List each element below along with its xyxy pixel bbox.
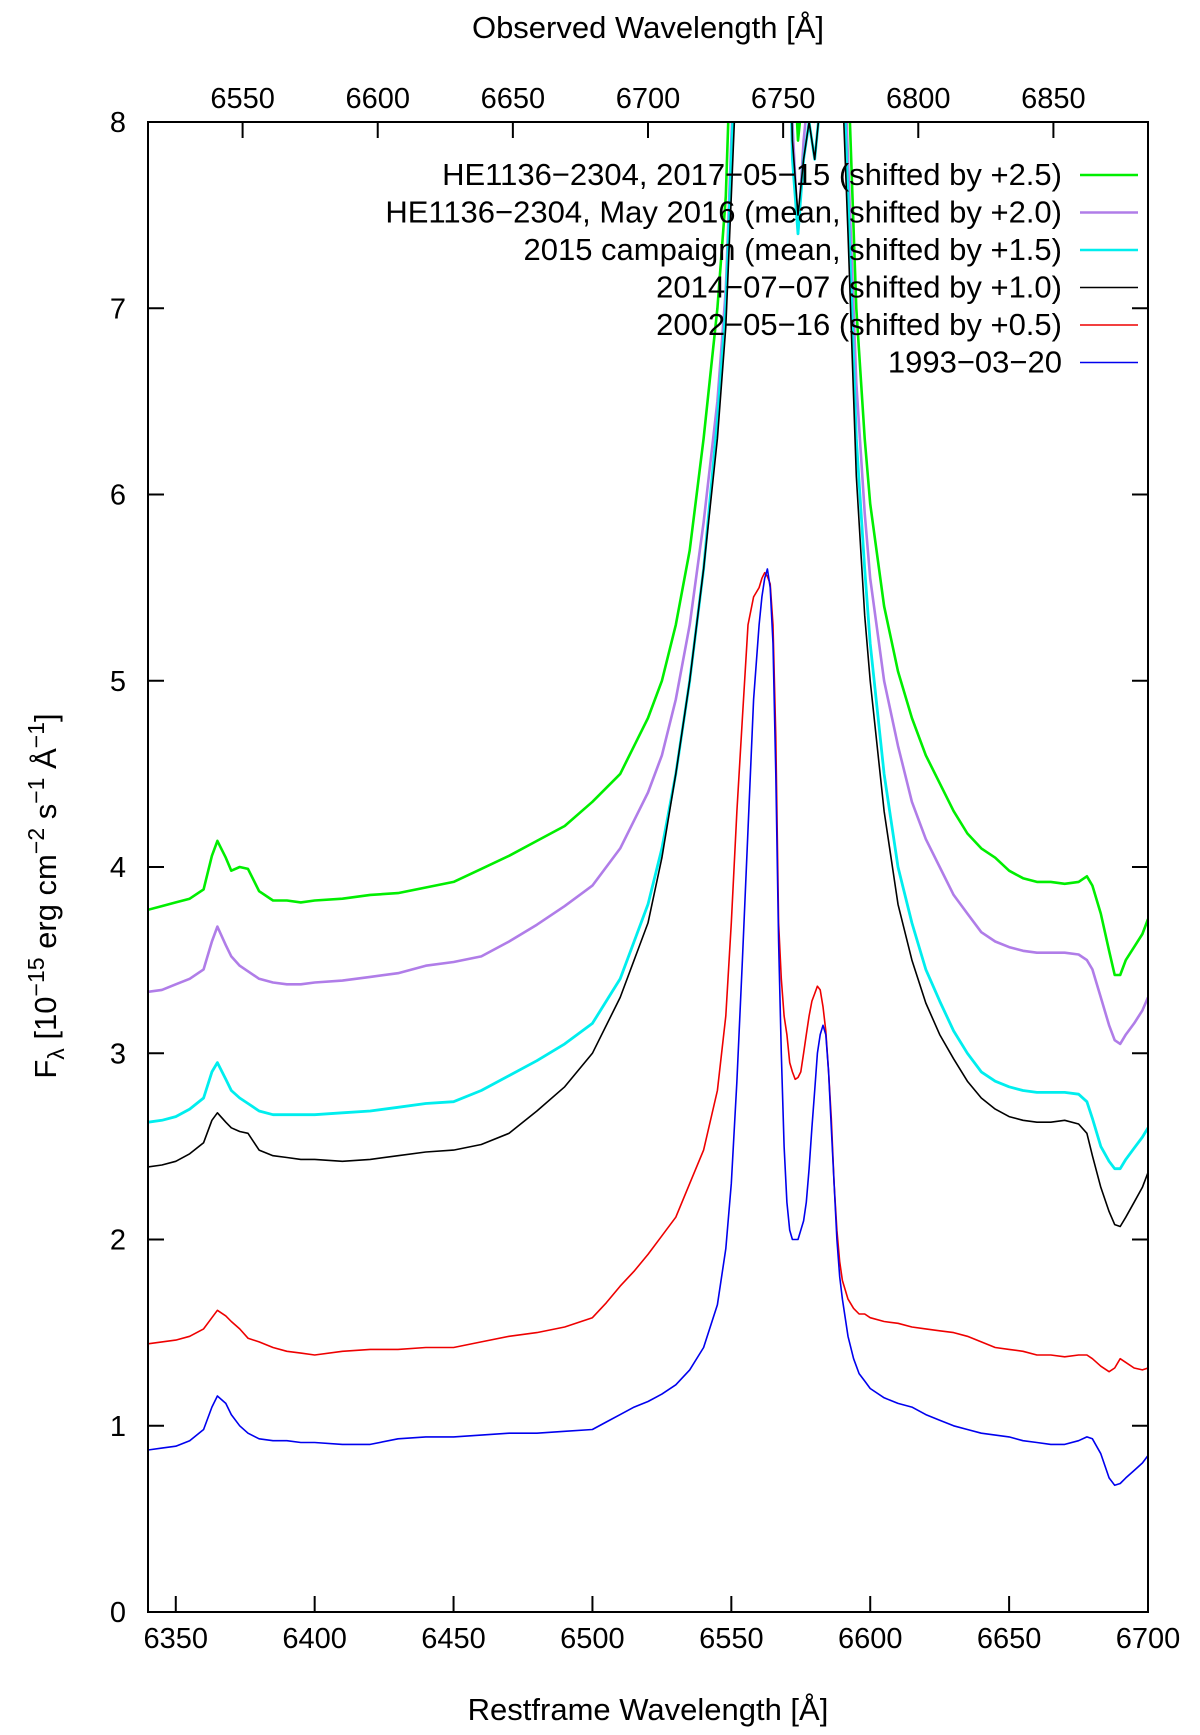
y-tick-label: 6 <box>110 480 126 512</box>
y-tick-label: 2 <box>110 1225 126 1257</box>
x-tick-label: 6400 <box>282 1623 347 1655</box>
y-title-exp-1: −15 <box>23 957 49 996</box>
y-tick-label: 8 <box>110 107 126 139</box>
y-title-exp-2: −2 <box>23 828 49 854</box>
bottom-axis-title: Restframe Wavelength [Å] <box>468 1692 829 1727</box>
y-title-subscript: λ <box>43 1048 69 1060</box>
top-axis-title: Observed Wavelength [Å] <box>472 10 824 45</box>
y-tick-label: 3 <box>110 1038 126 1070</box>
legend-label-4: 2014−07−07 (shifted by +1.0) <box>656 270 1062 305</box>
series-line-2 <box>148 122 1148 1046</box>
series-line-4 <box>148 122 1148 1228</box>
series-line-6 <box>148 568 1148 1487</box>
legend: HE1136−2304, 2017−05−15 (shifted by +2.5… <box>385 157 1138 380</box>
legend-label-6: 1993−03−20 <box>888 345 1062 380</box>
y-title-unit-mid-3: Å <box>28 748 63 778</box>
y-title-exp-4: −1 <box>23 722 49 748</box>
y-tick-label: 1 <box>110 1411 126 1443</box>
y-title-unit-mid-2: s <box>28 804 63 828</box>
legend-label-2: HE1136−2304, May 2016 (mean, shifted by … <box>385 195 1062 230</box>
x-tick-label: 6500 <box>560 1623 625 1655</box>
x2-tick-label: 6850 <box>1021 83 1086 115</box>
x-tick-label: 6600 <box>838 1623 903 1655</box>
x2-tick-label: 6550 <box>210 83 275 115</box>
x-tick-label: 6550 <box>699 1623 764 1655</box>
x-tick-label: 6350 <box>144 1623 209 1655</box>
x2-tick-label: 6750 <box>751 83 816 115</box>
x-tick-label: 6450 <box>421 1623 486 1655</box>
y-tick-label: 0 <box>110 1597 126 1629</box>
series-line-1 <box>148 122 1148 977</box>
legend-label-1: HE1136−2304, 2017−05−15 (shifted by +2.5… <box>442 157 1062 192</box>
y-axis-title: Fλ [10−15 erg cm−2 s−1 Å−1] <box>23 713 69 1078</box>
series-line-3 <box>148 122 1148 1171</box>
y-tick-label: 7 <box>110 293 126 325</box>
legend-label-3: 2015 campaign (mean, shifted by +1.5) <box>523 232 1062 267</box>
x2-tick-label: 6600 <box>345 83 410 115</box>
y-title-unit-open: [10 <box>28 996 63 1048</box>
x2-tick-label: 6800 <box>886 83 951 115</box>
series-line-5 <box>148 571 1148 1373</box>
legend-label-5: 2002−05−16 (shifted by +0.5) <box>656 307 1062 342</box>
y-tick-label: 5 <box>110 666 126 698</box>
x2-tick-label: 6700 <box>616 83 681 115</box>
y-title-unit-close: ] <box>28 713 63 722</box>
series-layer <box>148 122 1148 1487</box>
x-tick-label: 6700 <box>1116 1623 1181 1655</box>
y-title-prefix: F <box>28 1060 63 1079</box>
y-title-unit-mid-1: erg cm <box>28 854 63 957</box>
y-tick-label: 4 <box>110 852 126 884</box>
x-tick-label: 6650 <box>977 1623 1042 1655</box>
x2-tick-label: 6650 <box>481 83 546 115</box>
y-title-exp-3: −1 <box>23 778 49 804</box>
